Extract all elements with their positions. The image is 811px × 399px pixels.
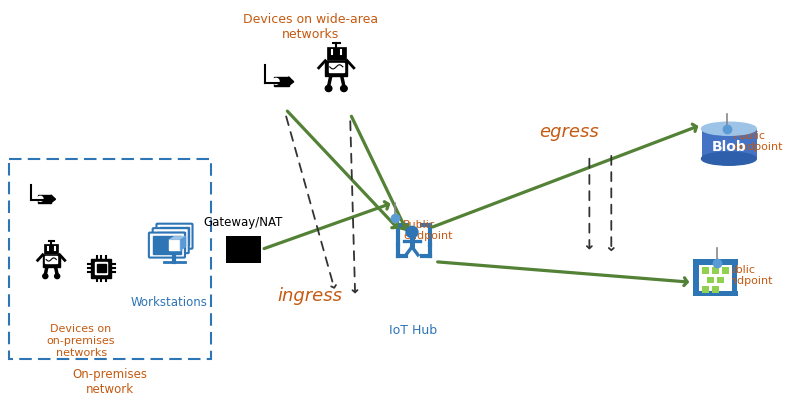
Bar xyxy=(702,129,756,159)
Text: On-premises
network: On-premises network xyxy=(72,368,148,397)
FancyBboxPatch shape xyxy=(44,244,58,255)
FancyBboxPatch shape xyxy=(45,256,57,263)
Bar xyxy=(702,286,708,292)
Text: Devices on
on-premises
networks: Devices on on-premises networks xyxy=(47,324,115,358)
Bar xyxy=(225,237,261,263)
FancyBboxPatch shape xyxy=(273,77,288,86)
Text: Public
endpoint: Public endpoint xyxy=(722,265,771,286)
Bar xyxy=(706,277,713,283)
FancyBboxPatch shape xyxy=(95,263,107,274)
FancyBboxPatch shape xyxy=(160,227,188,245)
Bar xyxy=(692,259,737,265)
FancyBboxPatch shape xyxy=(152,236,181,254)
Circle shape xyxy=(54,274,60,279)
Text: Public
endpoint: Public endpoint xyxy=(732,130,782,152)
Polygon shape xyxy=(180,236,186,251)
Ellipse shape xyxy=(701,122,755,135)
Bar xyxy=(702,267,708,274)
Circle shape xyxy=(37,196,43,201)
Bar xyxy=(716,277,723,283)
FancyBboxPatch shape xyxy=(43,255,60,267)
Circle shape xyxy=(272,78,279,84)
Text: Devices on wide-area
networks: Devices on wide-area networks xyxy=(242,13,377,41)
FancyBboxPatch shape xyxy=(148,233,185,258)
FancyBboxPatch shape xyxy=(328,63,344,72)
FancyBboxPatch shape xyxy=(38,195,51,203)
Circle shape xyxy=(340,85,347,91)
Bar xyxy=(698,265,731,291)
Text: Blob: Blob xyxy=(710,140,745,154)
Text: Workstations: Workstations xyxy=(131,296,207,309)
Bar xyxy=(721,267,728,274)
Polygon shape xyxy=(169,240,180,251)
Text: Gateway/NAT: Gateway/NAT xyxy=(204,216,283,229)
Bar xyxy=(711,286,718,292)
FancyBboxPatch shape xyxy=(157,232,185,249)
Bar xyxy=(692,291,737,296)
Text: ingress: ingress xyxy=(277,287,342,305)
Bar xyxy=(692,259,698,296)
Circle shape xyxy=(325,85,332,91)
FancyBboxPatch shape xyxy=(152,228,188,253)
Text: IoT Hub: IoT Hub xyxy=(388,324,436,338)
Circle shape xyxy=(43,274,48,279)
Polygon shape xyxy=(169,236,186,240)
FancyBboxPatch shape xyxy=(327,47,345,60)
Text: egress: egress xyxy=(539,123,599,141)
Bar xyxy=(730,259,736,296)
Polygon shape xyxy=(288,77,294,86)
FancyBboxPatch shape xyxy=(325,61,347,76)
Bar xyxy=(711,267,718,274)
Polygon shape xyxy=(51,195,55,203)
FancyBboxPatch shape xyxy=(157,224,192,249)
FancyBboxPatch shape xyxy=(97,264,105,273)
Text: Public
endpoint: Public endpoint xyxy=(402,219,452,241)
Ellipse shape xyxy=(701,152,755,165)
Circle shape xyxy=(406,226,418,238)
FancyBboxPatch shape xyxy=(91,259,111,278)
